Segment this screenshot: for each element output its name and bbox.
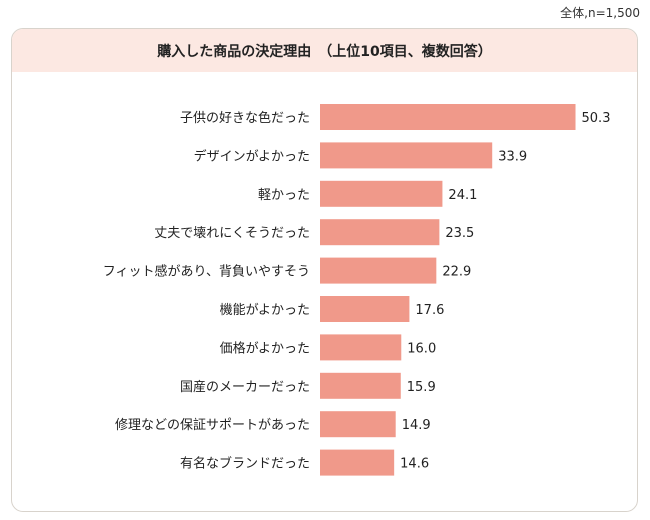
bar-1 — [320, 104, 576, 130]
bar-5 — [320, 257, 437, 284]
bar-2 — [320, 142, 493, 169]
value-label-1: 50.3 — [582, 111, 611, 126]
category-label-9: 修理などの保証サポートがあった — [115, 418, 310, 433]
bar-10 — [320, 449, 395, 476]
bar-8 — [320, 372, 401, 399]
value-label-2: 33.9 — [498, 149, 527, 164]
value-label-4: 23.5 — [445, 226, 474, 241]
value-label-3: 24.1 — [448, 188, 477, 203]
category-label-10: 有名なブランドだった — [180, 456, 310, 472]
value-label-9: 14.9 — [402, 418, 431, 433]
category-label-8: 国産のメーカーだった — [180, 379, 310, 395]
value-label-8: 15.9 — [407, 380, 436, 395]
bar-3 — [320, 180, 443, 207]
category-label-5: フィット感があり、背負いやすそう — [103, 264, 310, 280]
category-label-7: 価格がよかった — [220, 340, 310, 356]
category-label-3: 軽かった — [258, 188, 310, 203]
chart-title: 購入した商品の決定理由 （上位10項目、複数回答） — [12, 29, 637, 72]
sample-size-note: 全体,n=1,500 — [560, 6, 640, 20]
bar-6 — [320, 296, 410, 322]
category-label-4: 丈夫で壊れにくそうだった — [154, 226, 310, 241]
value-label-6: 17.6 — [415, 303, 444, 318]
bar-7 — [320, 334, 402, 361]
value-label-5: 22.9 — [442, 265, 471, 280]
category-label-2: デザインがよかった — [194, 148, 310, 164]
category-label-1: 子供の好きな色だった — [180, 110, 310, 126]
value-label-10: 14.6 — [400, 457, 429, 472]
bar-4 — [320, 219, 440, 246]
bar-9 — [320, 411, 396, 438]
category-label-6: 機能がよかった — [220, 303, 310, 318]
value-label-7: 16.0 — [407, 341, 436, 356]
